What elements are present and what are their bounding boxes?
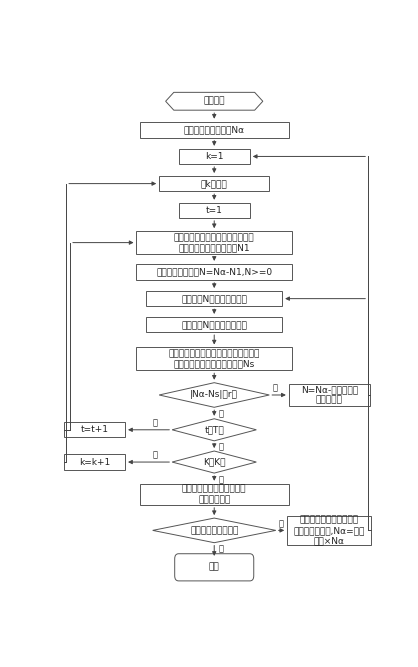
FancyBboxPatch shape [136, 231, 292, 254]
Text: K＜K？: K＜K？ [203, 458, 225, 466]
Polygon shape [172, 419, 256, 441]
Text: 计算龙头电站出力N=Nα-N1,N>=0: 计算龙头电站出力N=Nα-N1,N>=0 [156, 267, 272, 276]
FancyBboxPatch shape [140, 484, 289, 505]
Text: 计算梯级总保证出力Nα: 计算梯级总保证出力Nα [184, 125, 245, 134]
Text: 第k场来水: 第k场来水 [201, 179, 227, 188]
FancyBboxPatch shape [178, 149, 250, 164]
Text: 累计计算下游各水库当前水位相应
调度图指示对应出力得到N1: 累计计算下游各水库当前水位相应 调度图指示对应出力得到N1 [174, 233, 255, 252]
FancyBboxPatch shape [146, 317, 282, 332]
Polygon shape [166, 92, 263, 110]
Text: 数据准备: 数据准备 [204, 97, 225, 106]
Text: 确定新的出力线（加大出
力或降低出力）,Nα=放大
系数×Nα: 确定新的出力线（加大出 力或降低出力）,Nα=放大 系数×Nα [293, 516, 365, 546]
Text: 按等出力N计算时段末水位: 按等出力N计算时段末水位 [181, 294, 247, 303]
FancyBboxPatch shape [136, 348, 292, 370]
Text: 结束: 结束 [209, 563, 219, 572]
Polygon shape [159, 383, 269, 408]
Text: k=1: k=1 [205, 152, 224, 161]
Text: 是: 是 [219, 409, 224, 418]
Text: 否: 否 [219, 443, 224, 452]
Text: 调度线条数是否够？: 调度线条数是否够？ [190, 526, 238, 535]
FancyBboxPatch shape [289, 384, 370, 406]
FancyBboxPatch shape [287, 516, 371, 545]
Text: 是: 是 [219, 544, 224, 554]
FancyBboxPatch shape [178, 203, 250, 218]
FancyBboxPatch shape [159, 176, 269, 191]
FancyBboxPatch shape [146, 291, 282, 306]
Text: |Nα-Ns|＜r？: |Nα-Ns|＜r？ [190, 390, 238, 400]
Text: t=1: t=1 [206, 206, 223, 215]
FancyBboxPatch shape [64, 454, 125, 470]
Polygon shape [172, 451, 256, 473]
Text: t=t+1: t=t+1 [80, 426, 108, 434]
Text: 否: 否 [279, 519, 284, 528]
Text: 是: 是 [153, 418, 158, 428]
Polygon shape [153, 518, 276, 543]
Text: 否: 否 [273, 384, 278, 393]
FancyBboxPatch shape [64, 422, 125, 438]
Text: t＜T？: t＜T？ [204, 426, 224, 434]
FancyBboxPatch shape [175, 554, 254, 581]
Text: 考虑调蓄作用，叠加区间来水，按调度
图操作，计算下游各电站出力Ns: 考虑调蓄作用，叠加区间来水，按调度 图操作，计算下游各电站出力Ns [168, 350, 260, 369]
Text: k=k+1: k=k+1 [79, 458, 110, 466]
FancyBboxPatch shape [140, 121, 289, 138]
Text: 否: 否 [219, 475, 224, 484]
Text: 按等出力N计算时段末水位: 按等出力N计算时段末水位 [181, 320, 247, 329]
Text: N=Nα-下游各电站
计算总出力: N=Nα-下游各电站 计算总出力 [301, 386, 358, 405]
Text: 绘制上下包线做联合调度上
下基本调度线: 绘制上下包线做联合调度上 下基本调度线 [182, 485, 247, 504]
FancyBboxPatch shape [136, 264, 292, 280]
Text: 是: 是 [153, 451, 158, 460]
